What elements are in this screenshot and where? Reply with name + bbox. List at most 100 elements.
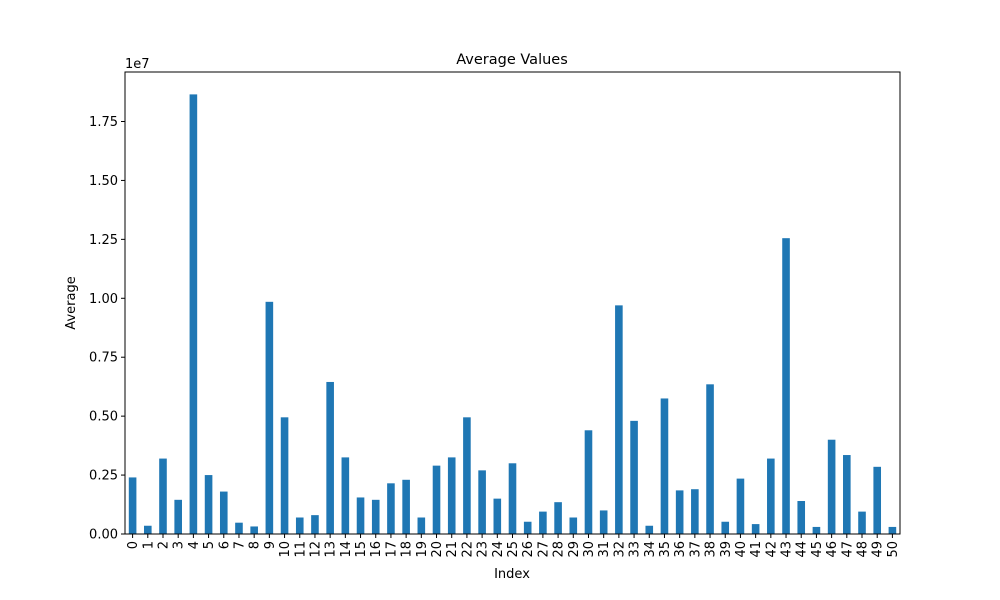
x-tick-label: 10: [278, 541, 293, 558]
bar-28: [554, 502, 562, 534]
bar-2: [159, 458, 167, 534]
bar-12: [311, 515, 319, 534]
bar-30: [584, 430, 593, 534]
bar-1: [144, 525, 152, 534]
bar-26: [523, 521, 532, 534]
bar-42: [767, 458, 775, 534]
bar-50: [888, 526, 897, 534]
x-tick-label: 23: [476, 541, 491, 558]
x-tick-label: 15: [354, 541, 369, 558]
bar-40: [736, 478, 745, 534]
x-tick-label: 19: [415, 541, 430, 558]
bar-15: [356, 497, 365, 534]
bar-29: [569, 517, 578, 534]
bar-4: [189, 94, 198, 534]
x-tick-label: 42: [764, 541, 779, 558]
y-tick-label: 1.50: [89, 174, 118, 189]
x-tick-label: 8: [248, 541, 263, 549]
x-tick-label: 0: [126, 541, 141, 549]
bar-22: [463, 417, 471, 534]
bar-35: [660, 398, 669, 534]
bar-25: [508, 463, 517, 534]
bar-14: [341, 457, 350, 534]
bar-23: [478, 470, 486, 534]
plot-frame: [124, 71, 901, 535]
x-tick-label: 26: [521, 541, 536, 558]
bar-10: [280, 417, 289, 534]
bar-13: [326, 381, 334, 534]
x-tick-label: 50: [886, 541, 901, 558]
x-tick-label: 28: [552, 541, 567, 558]
x-tick-label: 14: [339, 541, 354, 558]
x-tick-label: 30: [582, 541, 597, 558]
x-tick-label: 11: [293, 541, 308, 558]
x-tick-label: 32: [612, 541, 627, 558]
bar-21: [447, 457, 456, 534]
x-tick-label: 37: [688, 541, 703, 558]
y-axis-ticks: 0.00 0.25 0.50 0.75 1.00 1.25 1.50 1.75: [89, 115, 125, 543]
bar-17: [387, 483, 395, 534]
bars-group: [128, 94, 897, 534]
x-tick-label: 38: [704, 541, 719, 558]
x-tick-label: 5: [202, 541, 217, 549]
bar-32: [615, 305, 623, 534]
bar-46: [827, 439, 836, 534]
bar-0: [128, 477, 137, 534]
x-tick-label: 6: [217, 541, 232, 549]
x-tick-label: 16: [369, 541, 384, 558]
y-tick-label: 1.00: [89, 292, 118, 307]
y-axis-scale-label: 1e7: [125, 57, 150, 72]
x-tick-label: 34: [643, 541, 658, 558]
bar-45: [812, 526, 821, 534]
x-tick-label: 18: [400, 541, 415, 558]
bar-5: [204, 475, 213, 534]
bar-48: [858, 511, 866, 534]
x-tick-label: 25: [506, 541, 521, 558]
y-tick-label: 0.25: [89, 469, 118, 484]
x-tick-label: 36: [673, 541, 688, 558]
x-tick-label: 40: [734, 541, 749, 558]
x-tick-label: 43: [780, 541, 795, 558]
x-tick-label: 29: [567, 541, 582, 558]
y-axis-label: Average: [64, 276, 79, 329]
bar-9: [265, 301, 274, 534]
bar-6: [219, 491, 228, 534]
x-tick-label: 24: [491, 541, 506, 558]
bar-18: [402, 479, 410, 534]
x-tick-label: 22: [460, 541, 475, 558]
x-tick-label: 48: [856, 541, 871, 558]
bar-36: [675, 490, 684, 534]
x-tick-label: 21: [445, 541, 460, 558]
y-tick-label: 1.25: [89, 233, 118, 248]
bar-7: [235, 522, 243, 534]
bar-43: [782, 238, 790, 534]
y-tick-label: 0.75: [89, 351, 118, 366]
x-tick-label: 7: [232, 541, 247, 549]
bar-47: [843, 455, 851, 534]
bar-33: [630, 420, 638, 534]
bar-20: [432, 465, 441, 534]
bar-8: [250, 526, 258, 534]
x-tick-label: 41: [749, 541, 764, 558]
bar-39: [721, 521, 730, 534]
x-tick-label: 13: [324, 541, 339, 558]
x-tick-label: 1: [141, 541, 156, 549]
bar-41: [751, 524, 760, 534]
bar-16: [371, 499, 380, 534]
bar-49: [873, 466, 882, 534]
bar-3: [174, 499, 182, 534]
x-tick-label: 9: [263, 541, 278, 549]
x-tick-label: 27: [536, 541, 551, 558]
bar-44: [797, 501, 806, 534]
bar-38: [706, 384, 714, 534]
x-axis-ticks: 0 1 2 3 4 5 6 7 8 9 10 11 12 13 14 15 16 17 18 19 20 21 22 23 24…: [126, 534, 901, 558]
bar-31: [599, 510, 608, 534]
bar-34: [645, 525, 654, 534]
y-tick-label: 0.00: [89, 528, 118, 543]
bar-27: [539, 511, 547, 534]
x-axis-label: Index: [494, 567, 530, 582]
x-tick-label: 45: [810, 541, 825, 558]
y-tick-label: 0.50: [89, 410, 118, 425]
bar-11: [295, 517, 304, 534]
